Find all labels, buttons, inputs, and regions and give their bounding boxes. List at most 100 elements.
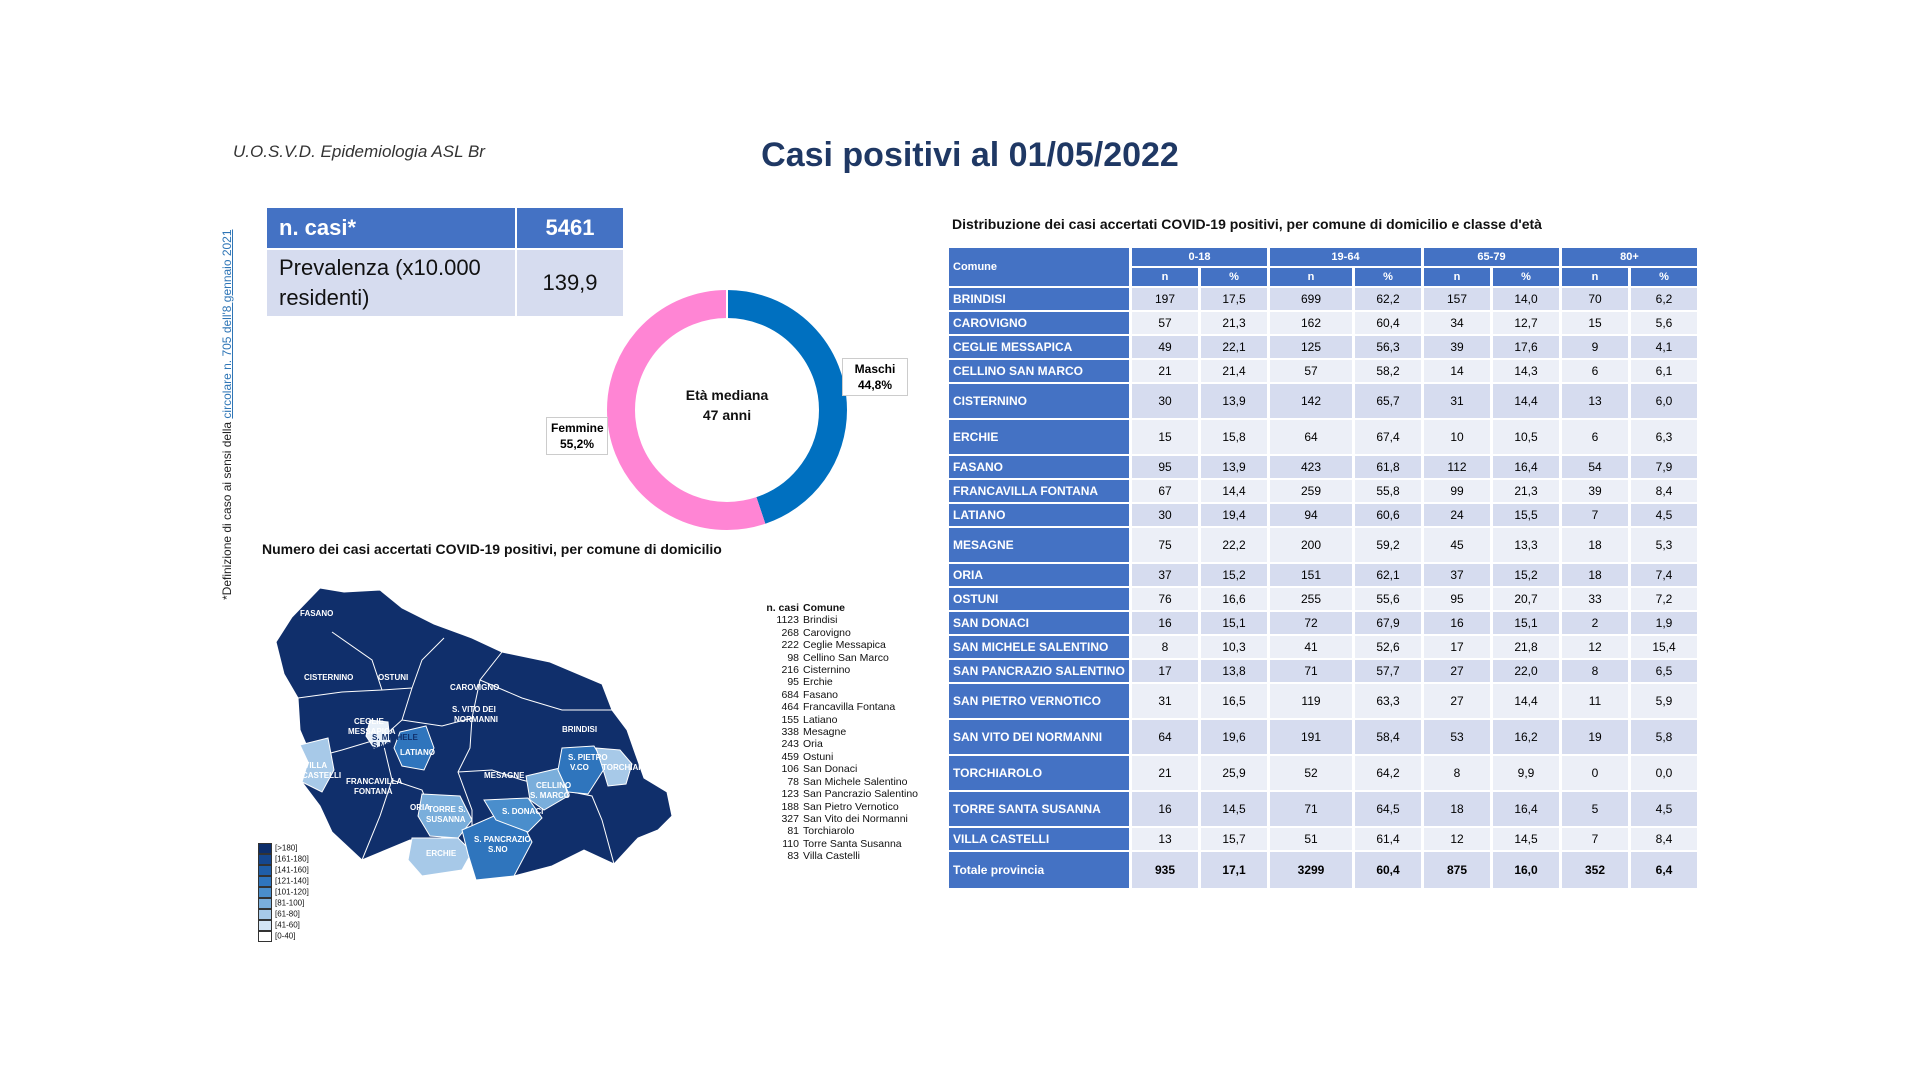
choropleth-map: FASANO CISTERNINO OSTUNI CAROVIGNO CEGLI… — [275, 587, 673, 881]
cases-comune: San Pietro Vernotico — [803, 800, 899, 813]
row-value: 37 — [1132, 564, 1198, 586]
cases-comune: Torre Santa Susanna — [803, 837, 902, 850]
cases-comune: Ostuni — [803, 750, 834, 763]
cases-count: 459 — [781, 750, 799, 763]
torchiarolo-shape — [595, 747, 633, 787]
cases-list-item: 155 Latiano — [765, 714, 918, 726]
row-value: 18 — [1562, 564, 1628, 586]
row-value: 14,5 — [1493, 828, 1559, 850]
scale-swatch — [258, 876, 272, 887]
cases-value: 5461 — [515, 206, 625, 250]
row-value: 27 — [1424, 660, 1490, 682]
row-value: 64 — [1270, 420, 1352, 454]
row-value: 14 — [1424, 360, 1490, 382]
row-value: 57 — [1132, 312, 1198, 334]
san-michele-shape — [365, 719, 391, 749]
row-value: 6,1 — [1631, 360, 1697, 382]
cases-count: 98 — [787, 651, 799, 664]
table-row: FRANCAVILLA FONTANA 67 14,4 259 55,8 99 21,3 39… — [949, 480, 1697, 502]
row-value: 20,7 — [1493, 588, 1559, 610]
row-value: 1,9 — [1631, 612, 1697, 634]
map-label-villa-1: VILLA — [304, 761, 327, 770]
row-value: 15,5 — [1493, 504, 1559, 526]
san-donaci-shape — [483, 797, 543, 833]
map-label-smichele-2: S.NO — [372, 741, 392, 750]
row-value: 71 — [1270, 660, 1352, 682]
scale-item: [141-160] — [258, 865, 309, 876]
total-value: 17,1 — [1201, 852, 1267, 888]
sub-header: % — [1631, 268, 1697, 286]
map-color-scale: [>180] [161-180] [141-160] [121-140] [101-12… — [258, 843, 309, 942]
row-value: 30 — [1132, 384, 1198, 418]
cases-comune: Carovigno — [803, 626, 851, 639]
row-value: 8,4 — [1631, 480, 1697, 502]
row-value: 31 — [1424, 384, 1490, 418]
scale-item: [>180] — [258, 843, 309, 854]
row-comune: BRINDISI — [949, 288, 1129, 310]
row-value: 14,0 — [1493, 288, 1559, 310]
cases-list-item: 188 San Pietro Vernotico — [765, 801, 918, 813]
row-value: 22,0 — [1493, 660, 1559, 682]
cases-comune: Francavilla Fontana — [803, 701, 896, 714]
cases-comune: Latiano — [803, 713, 838, 726]
female-label: Femmine — [551, 421, 604, 435]
map-label-torchiarolo: TORCHIAROLO — [602, 763, 661, 772]
row-value: 49 — [1132, 336, 1198, 358]
row-value: 18 — [1562, 528, 1628, 562]
sub-header: n — [1562, 268, 1628, 286]
row-value: 99 — [1424, 480, 1490, 502]
row-value: 64,5 — [1355, 792, 1421, 826]
table-row: SAN PANCRAZIO SALENTINO 17 13,8 71 57,7 27 22,… — [949, 660, 1697, 682]
row-value: 4,5 — [1631, 792, 1697, 826]
row-value: 22,2 — [1201, 528, 1267, 562]
cases-count: 1123 — [776, 614, 799, 627]
row-value: 13,9 — [1201, 384, 1267, 418]
cases-comune: San Donaci — [803, 763, 858, 776]
scale-swatch — [258, 854, 272, 865]
male-callout: Maschi 44,8% — [842, 358, 908, 396]
row-value: 53 — [1424, 720, 1490, 754]
row-value: 27 — [1424, 684, 1490, 718]
cases-list-item: 83 Villa Castelli — [765, 850, 918, 862]
map-title: Numero dei casi accertati COVID-19 posit… — [262, 541, 722, 557]
latiano-shape — [393, 725, 435, 771]
scale-item: [81-100] — [258, 898, 309, 909]
cases-list-item: 110 Torre Santa Susanna — [765, 838, 918, 850]
scale-swatch — [258, 898, 272, 909]
total-value: 6,4 — [1631, 852, 1697, 888]
summary-table: n. casi* 5461 Prevalenza (x10.000 reside… — [265, 206, 625, 318]
cases-count: 243 — [781, 738, 799, 751]
row-value: 41 — [1270, 636, 1352, 658]
prevalence-label: Prevalenza (x10.000 residenti) — [265, 248, 517, 318]
row-value: 8 — [1562, 660, 1628, 682]
row-comune: CEGLIE MESSAPICA — [949, 336, 1129, 358]
donut-svg — [607, 289, 847, 530]
row-value: 14,4 — [1493, 384, 1559, 418]
scale-item: [101-120] — [258, 887, 309, 898]
cases-list-header: n. casi Comune — [765, 602, 918, 614]
row-value: 16,2 — [1493, 720, 1559, 754]
scale-item: [61-80] — [258, 909, 309, 920]
group-header: 80+ — [1562, 248, 1697, 266]
row-value: 259 — [1270, 480, 1352, 502]
row-comune: SAN MICHELE SALENTINO — [949, 636, 1129, 658]
map-label-erchie: ERCHIE — [426, 849, 457, 858]
map-label-latiano: LATIANO — [400, 748, 435, 757]
sub-header: n — [1270, 268, 1352, 286]
scale-swatch — [258, 887, 272, 898]
row-value: 39 — [1424, 336, 1490, 358]
cases-list-item: 338 Mesagne — [765, 726, 918, 738]
map-label-mesagne: MESAGNE — [484, 771, 525, 780]
row-value: 16,6 — [1201, 588, 1267, 610]
table-row: OSTUNI 76 16,6 255 55,6 95 20,7 33 7,2 — [949, 588, 1697, 610]
row-value: 19,4 — [1201, 504, 1267, 526]
circular-link[interactable]: circolare n. 705 dell'8 gennaio 2021 — [220, 229, 234, 419]
map-label-ceglie-2: MESSAPICA — [348, 727, 396, 736]
row-value: 10,3 — [1201, 636, 1267, 658]
row-value: 58,2 — [1355, 360, 1421, 382]
row-value: 12 — [1562, 636, 1628, 658]
cases-list-item: 684 Fasano — [765, 689, 918, 701]
row-value: 6 — [1562, 360, 1628, 382]
row-value: 52 — [1270, 756, 1352, 790]
scale-swatch — [258, 865, 272, 876]
